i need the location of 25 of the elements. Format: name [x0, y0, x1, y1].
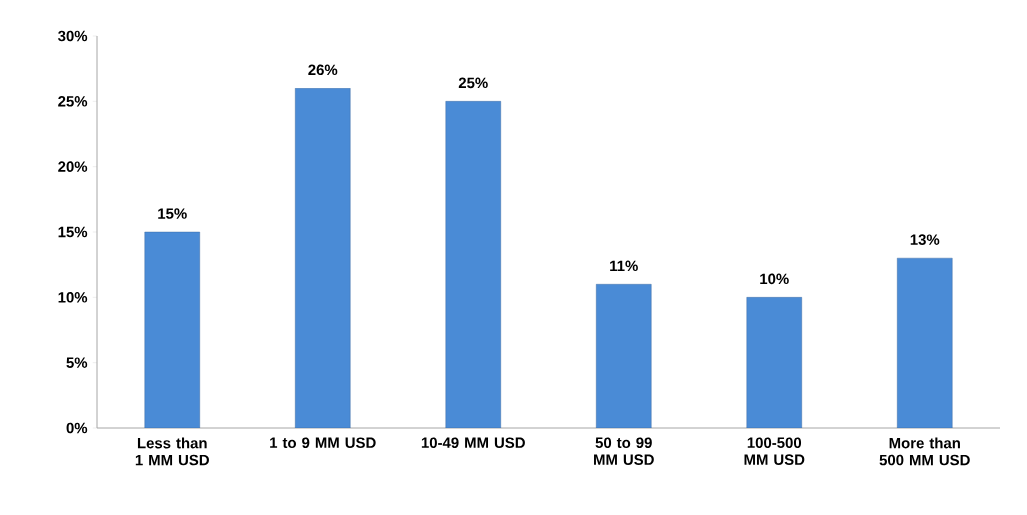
x-tick-label: 100-500 MM USD	[744, 437, 805, 465]
x-tick-label: More than 500 MM USD	[879, 437, 970, 466]
data-label: 25%	[458, 77, 488, 89]
x-tick-label: 10-49 MM USD	[421, 437, 525, 449]
bar	[897, 257, 953, 428]
data-label: 13%	[910, 234, 940, 245]
x-tick-label: Less than 1 MM USD	[135, 437, 209, 466]
y-tick-label: 25%	[58, 96, 88, 107]
data-label: 26%	[308, 64, 338, 76]
data-label: 10%	[760, 273, 789, 285]
y-tick-label: 20%	[58, 161, 88, 172]
y-tick-label: 5%	[66, 357, 88, 368]
data-label: 15%	[158, 208, 187, 219]
y-tick-label: 30%	[58, 30, 88, 42]
bar	[596, 284, 652, 428]
y-tick-label: 0%	[66, 422, 88, 434]
bar	[746, 297, 802, 428]
bar	[295, 88, 351, 428]
x-tick-label: 1 to 9 MM USD	[270, 437, 376, 449]
bar	[144, 231, 200, 428]
y-tick-label: 10%	[58, 292, 88, 303]
bar	[445, 101, 501, 428]
x-tick-label: 50 to 99 MM USD	[594, 437, 654, 465]
y-tick-label: 15%	[58, 226, 88, 238]
data-label: 11%	[610, 260, 638, 272]
